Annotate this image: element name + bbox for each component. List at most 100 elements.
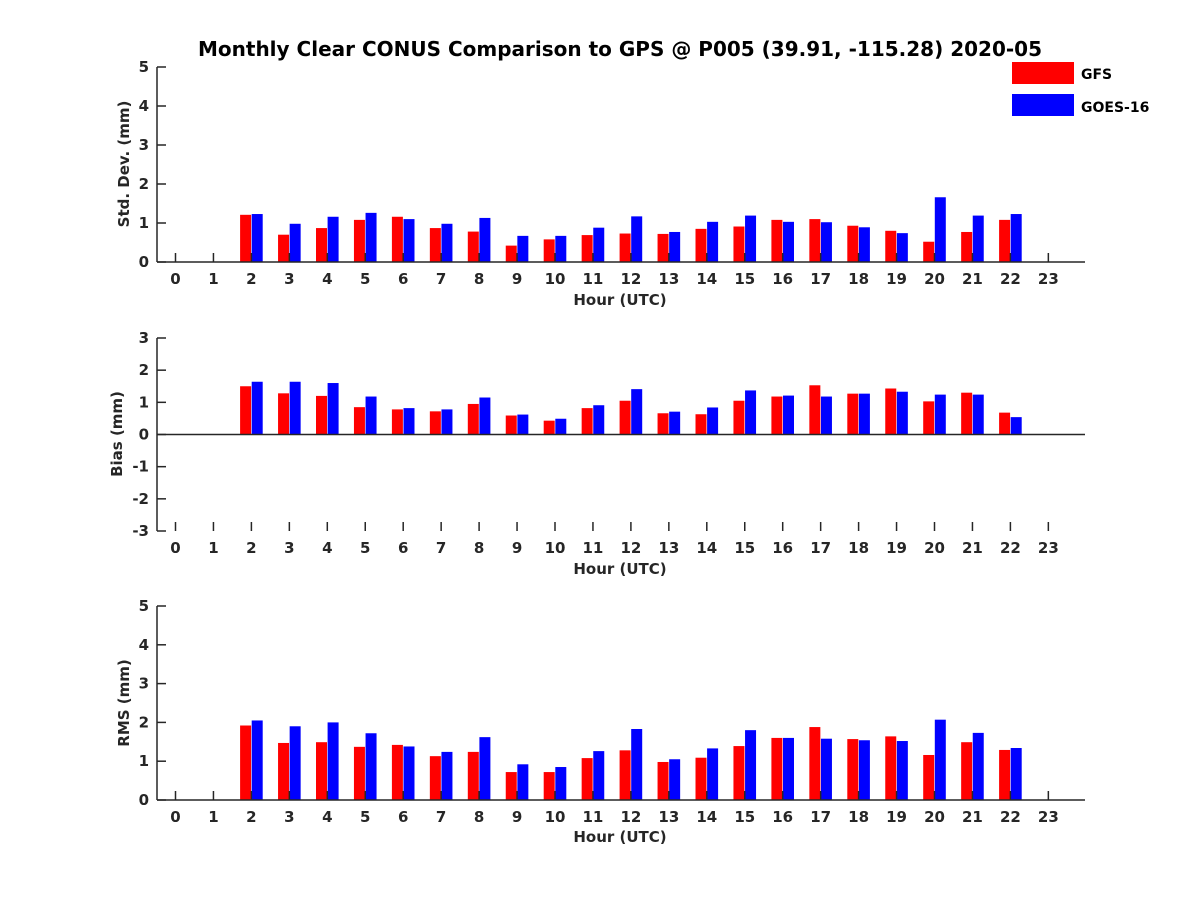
- stddev-bar-gfs-hour-19: [885, 230, 897, 262]
- stddev-xtick-label: 10: [545, 270, 566, 288]
- rms-bar-goes16-hour-4: [327, 722, 339, 800]
- bias-xtick-label: 10: [545, 539, 566, 557]
- rms-xtick-label: 3: [284, 808, 294, 826]
- bias-bar-gfs-hour-13: [657, 413, 669, 435]
- legend-label-gfs: GFS: [1081, 67, 1112, 83]
- bias-bar-gfs-hour-5: [353, 407, 365, 435]
- stddev-xtick-label: 15: [734, 270, 755, 288]
- rms-bar-goes16-hour-3: [289, 726, 301, 800]
- rms-bar-goes16-hour-13: [669, 759, 681, 800]
- stddev-bar-gfs-hour-5: [353, 219, 365, 262]
- rms-xtick-label: 19: [886, 808, 907, 826]
- bias-bar-gfs-hour-21: [961, 392, 973, 435]
- bias-xtick-label: 6: [398, 539, 408, 557]
- rms-bar-gfs-hour-18: [847, 739, 859, 800]
- bias-xtick-label: 0: [170, 539, 180, 557]
- chart-title: Monthly Clear CONUS Comparison to GPS @ …: [198, 37, 1042, 61]
- rms-bar-gfs-hour-6: [391, 744, 403, 800]
- bias-bar-goes16-hour-14: [707, 407, 719, 435]
- stddev-bar-gfs-hour-21: [961, 231, 973, 262]
- bias-bar-goes16-hour-15: [745, 390, 757, 435]
- bias-bar-gfs-hour-7: [429, 411, 441, 435]
- stddev-xtick-label: 4: [322, 270, 332, 288]
- bias-xtick-label: 2: [246, 539, 256, 557]
- bias-xtick-label: 13: [658, 539, 679, 557]
- stddev-ytick-label: 3: [139, 136, 149, 154]
- rms-xtick-label: 9: [512, 808, 522, 826]
- stddev-bar-goes16-hour-6: [403, 219, 415, 262]
- bias-bar-gfs-hour-20: [923, 401, 935, 435]
- bias-xtick-label: 23: [1038, 539, 1059, 557]
- rms-bar-gfs-hour-21: [961, 742, 973, 800]
- rms-bar-goes16-hour-14: [707, 748, 719, 800]
- stddev-bar-goes16-hour-11: [593, 227, 605, 262]
- stddev-xtick-label: 6: [398, 270, 408, 288]
- rms-bar-gfs-hour-20: [923, 754, 935, 800]
- bias-bar-goes16-hour-22: [1010, 417, 1022, 435]
- stddev-bar-goes16-hour-3: [289, 223, 301, 262]
- stddev-bar-goes16-hour-22: [1010, 214, 1022, 262]
- stddev-bar-gfs-hour-16: [771, 219, 783, 262]
- stddev-xlabel: Hour (UTC): [573, 291, 666, 309]
- stddev-bar-gfs-hour-11: [581, 235, 593, 262]
- bias-xtick-label: 1: [208, 539, 218, 557]
- rms-bar-goes16-hour-12: [631, 729, 643, 800]
- stddev-bar-gfs-hour-14: [695, 228, 707, 262]
- stddev-ytick-label: 4: [139, 97, 149, 115]
- stddev-xtick-label: 13: [658, 270, 679, 288]
- stddev-bar-goes16-hour-7: [441, 223, 453, 262]
- rms-ytick-label: 1: [139, 752, 149, 770]
- rms-ytick-label: 2: [139, 713, 149, 731]
- rms-bar-gfs-hour-7: [429, 756, 441, 800]
- bias-bar-gfs-hour-14: [695, 414, 707, 435]
- rms-bar-goes16-hour-20: [934, 719, 946, 800]
- bias-xtick-label: 3: [284, 539, 294, 557]
- bias-ytick-label: -1: [132, 458, 149, 476]
- bias-bar-goes16-hour-13: [669, 411, 681, 435]
- rms-xtick-label: 6: [398, 808, 408, 826]
- bias-bar-gfs-hour-17: [809, 385, 821, 435]
- stddev-bar-goes16-hour-15: [745, 215, 757, 262]
- bias-bar-gfs-hour-19: [885, 388, 897, 435]
- bias-bar-goes16-hour-20: [934, 394, 946, 435]
- stddev-bar-goes16-hour-16: [783, 221, 794, 262]
- stddev-bar-goes16-hour-14: [707, 221, 719, 262]
- bias-bar-goes16-hour-18: [858, 393, 870, 435]
- stddev-ytick-label: 1: [139, 214, 149, 232]
- rms-bar-goes16-hour-6: [403, 746, 415, 800]
- bias-bar-goes16-hour-12: [631, 389, 643, 435]
- rms-bar-gfs-hour-13: [657, 761, 669, 800]
- stddev-xtick-label: 19: [886, 270, 907, 288]
- bias-ylabel: Bias (mm): [108, 391, 126, 477]
- stddev-ytick-label: 0: [139, 253, 149, 271]
- bias-bar-gfs-hour-10: [543, 420, 555, 435]
- bias-bar-goes16-hour-8: [479, 397, 491, 435]
- bias-bar-gfs-hour-11: [581, 408, 593, 435]
- rms-xtick-label: 20: [924, 808, 945, 826]
- stddev-xtick-label: 21: [962, 270, 983, 288]
- bias-xtick-label: 17: [810, 539, 831, 557]
- rms-bar-goes16-hour-2: [251, 720, 263, 800]
- stddev-bar-gfs-hour-18: [847, 225, 859, 262]
- stddev-xtick-label: 20: [924, 270, 945, 288]
- rms-bar-gfs-hour-5: [353, 746, 365, 800]
- stddev-bar-gfs-hour-8: [467, 231, 479, 262]
- bias-xtick-label: 5: [360, 539, 370, 557]
- rms-bar-goes16-hour-7: [441, 751, 453, 800]
- bias-xtick-label: 11: [583, 539, 604, 557]
- bias-ytick-label: -3: [132, 522, 149, 540]
- rms-xtick-label: 13: [658, 808, 679, 826]
- rms-ytick-label: 3: [139, 675, 149, 693]
- rms-xtick-label: 7: [436, 808, 446, 826]
- rms-bar-gfs-hour-11: [581, 758, 593, 800]
- rms-xtick-label: 14: [696, 808, 717, 826]
- stddev-xtick-label: 1: [208, 270, 218, 288]
- rms-bar-goes16-hour-10: [555, 767, 567, 800]
- rms-bar-gfs-hour-8: [467, 751, 479, 800]
- stddev-xtick-label: 0: [170, 270, 180, 288]
- bias-xtick-label: 16: [772, 539, 793, 557]
- rms-bar-gfs-hour-15: [733, 746, 745, 800]
- stddev-xtick-label: 11: [583, 270, 604, 288]
- rms-xtick-label: 21: [962, 808, 983, 826]
